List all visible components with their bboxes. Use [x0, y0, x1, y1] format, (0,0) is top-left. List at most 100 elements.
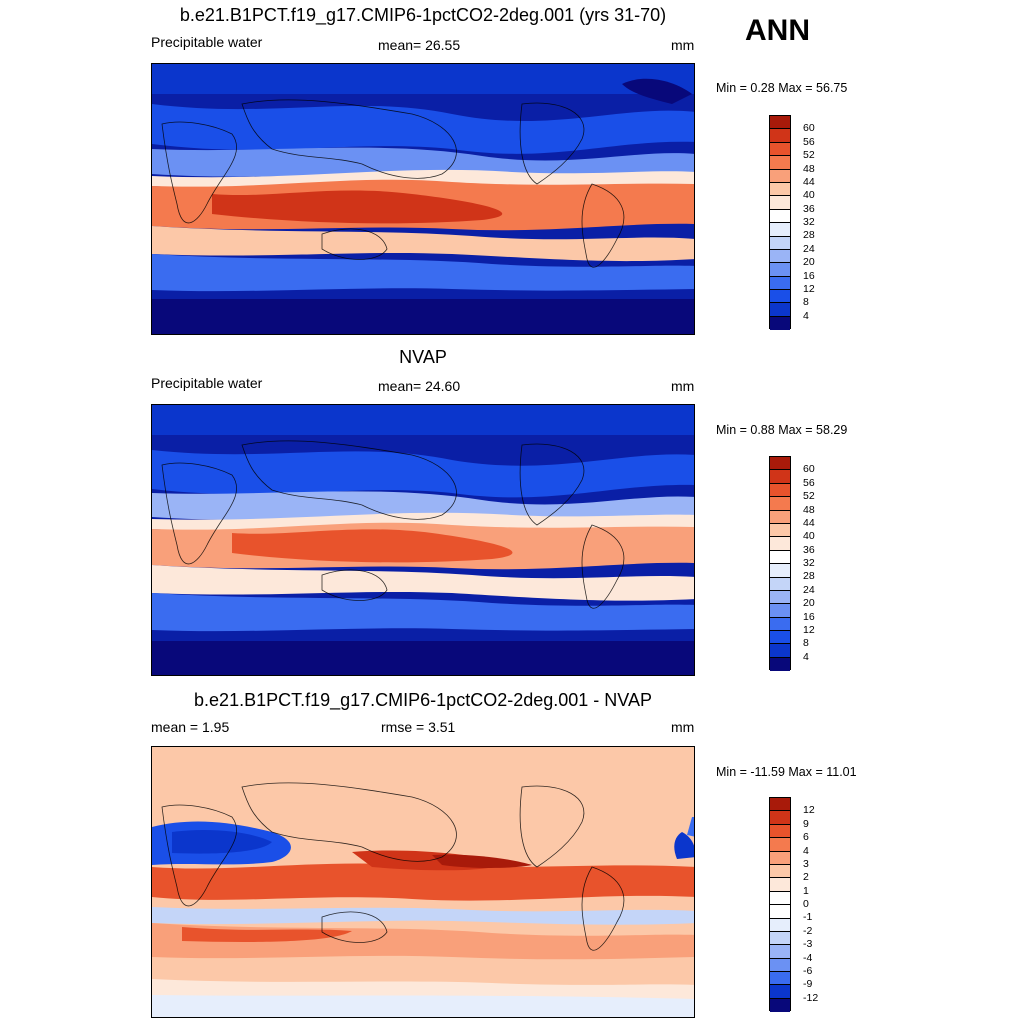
colorbar-tick-label: -6	[803, 964, 813, 977]
colorbar-swatch	[770, 249, 790, 264]
map-obs-field	[152, 405, 694, 675]
colorbar-swatch	[770, 631, 790, 645]
colorbar-tick-label: 0	[803, 898, 809, 910]
colorbar-tick-label: 44	[803, 175, 815, 188]
colorbar-tick-label: -12	[803, 991, 819, 1004]
colorbar-swatch	[770, 510, 790, 524]
colorbar-swatch	[770, 523, 790, 538]
map-diff	[151, 746, 695, 1018]
colorbar-swatch	[770, 156, 790, 170]
panel-title-diff: b.e21.B1PCT.f19_g17.CMIP6-1pctCO2-2deg.0…	[194, 690, 652, 710]
colorbar-swatch	[770, 851, 790, 865]
colorbar-swatch	[770, 142, 790, 157]
colorbar-swatch	[770, 604, 790, 618]
colorbar-swatch	[770, 537, 790, 551]
colorbar-swatch	[770, 905, 790, 919]
colorbar-tick-label: 3	[803, 857, 809, 870]
colorbar-tick-label: 40	[803, 189, 815, 202]
colorbar-swatch	[770, 209, 790, 224]
panel-minmax-model: Min = 0.28 Max = 56.75	[716, 81, 848, 95]
colorbar-swatch	[770, 891, 790, 906]
colorbar-tick-label: 24	[803, 242, 815, 255]
colorbar-tick-label: 12	[803, 623, 815, 636]
colorbar-tick-label: 4	[803, 309, 809, 322]
colorbar-swatch	[770, 564, 790, 578]
colorbar-swatch	[770, 878, 790, 892]
colorbar-tick-label: 20	[803, 597, 815, 610]
colorbar-tick-label: 32	[803, 216, 815, 228]
colorbar-tick-label: 56	[803, 135, 815, 148]
colorbar-tick-label: 48	[803, 162, 815, 175]
colorbar-tick-label: 60	[803, 122, 815, 135]
colorbar-tick-label: -2	[803, 924, 813, 937]
map-model	[151, 63, 695, 335]
colorbar-swatch	[770, 590, 790, 605]
colorbar-swatch	[770, 824, 790, 839]
colorbar-swatch	[770, 182, 790, 197]
colorbar-model	[769, 115, 791, 331]
colorbar-tick-label: 2	[803, 871, 809, 884]
colorbar-swatch	[770, 236, 790, 250]
colorbar-tick-label: 36	[803, 543, 815, 556]
panel-minmax-diff: Min = -11.59 Max = 11.01	[716, 765, 857, 779]
panel-units-obs: mm	[671, 378, 695, 394]
colorbar-swatch	[770, 577, 790, 591]
colorbar-tick-label: 16	[803, 269, 815, 282]
colorbar-swatch	[770, 617, 790, 632]
colorbar-swatch	[770, 644, 790, 658]
season-label: ANN	[745, 14, 810, 47]
colorbar-tick-label: 4	[803, 650, 809, 663]
panel-mean-model: mean= 26.55	[378, 37, 461, 53]
colorbar-swatch	[770, 223, 790, 237]
colorbar-tick-label: 28	[803, 229, 815, 242]
colorbar-tick-label: -3	[803, 938, 813, 951]
panel-mean-diff: mean = 1.95	[151, 719, 230, 735]
colorbar-tick-label: -9	[803, 978, 813, 991]
colorbar-tick-label: 12	[803, 282, 815, 295]
colorbar-tick-label: 24	[803, 583, 815, 596]
colorbar-swatch	[770, 457, 790, 471]
map-model-field	[152, 64, 694, 334]
panel-minmax-obs: Min = 0.88 Max = 58.29	[716, 423, 848, 437]
colorbar-swatch	[770, 985, 790, 999]
panel-rmse-diff: rmse = 3.51	[381, 719, 456, 735]
colorbar-tick-label: -4	[803, 951, 813, 964]
colorbar-swatch	[770, 276, 790, 291]
colorbar-swatch	[770, 918, 790, 932]
colorbar-tick-label: 9	[803, 817, 809, 830]
colorbar-swatch	[770, 497, 790, 511]
colorbar-tick-label: 4	[803, 844, 809, 857]
colorbar-tick-label: 48	[803, 503, 815, 516]
colorbar-swatch	[770, 838, 790, 852]
colorbar-swatch	[770, 958, 790, 973]
colorbar-tick-label: 56	[803, 476, 815, 489]
colorbar-swatch	[770, 470, 790, 484]
colorbar-swatch	[770, 303, 790, 317]
colorbar-swatch	[770, 550, 790, 565]
colorbar-tick-label: 60	[803, 463, 815, 476]
colorbar-tick-label: 12	[803, 804, 815, 817]
colorbar-swatch	[770, 864, 790, 879]
colorbar-swatch	[770, 196, 790, 210]
colorbar-swatch	[770, 263, 790, 277]
colorbar-tick-label: 8	[803, 296, 809, 309]
colorbar-tick-label: 28	[803, 570, 815, 583]
colorbar-swatch	[770, 290, 790, 304]
colorbar-swatch	[770, 657, 790, 672]
panel-left-label-obs: Precipitable water	[151, 375, 263, 391]
panel-units-model: mm	[671, 37, 695, 53]
colorbar-tick-label: 8	[803, 637, 809, 650]
colorbar-tick-label: 1	[803, 884, 809, 897]
colorbar-diff	[769, 797, 791, 1013]
colorbar-tick-label: 16	[803, 610, 815, 623]
colorbar-tick-label: 52	[803, 149, 815, 162]
panel-left-label-model: Precipitable water	[151, 34, 263, 50]
colorbar-tick-label: 44	[803, 516, 815, 529]
colorbar-tick-label: 6	[803, 831, 809, 844]
colorbar-swatch	[770, 129, 790, 143]
colorbar-swatch	[770, 972, 790, 986]
colorbar-swatch	[770, 169, 790, 183]
colorbar-tick-label: 32	[803, 557, 815, 569]
colorbar-swatch	[770, 945, 790, 959]
colorbar-swatch	[770, 811, 790, 825]
